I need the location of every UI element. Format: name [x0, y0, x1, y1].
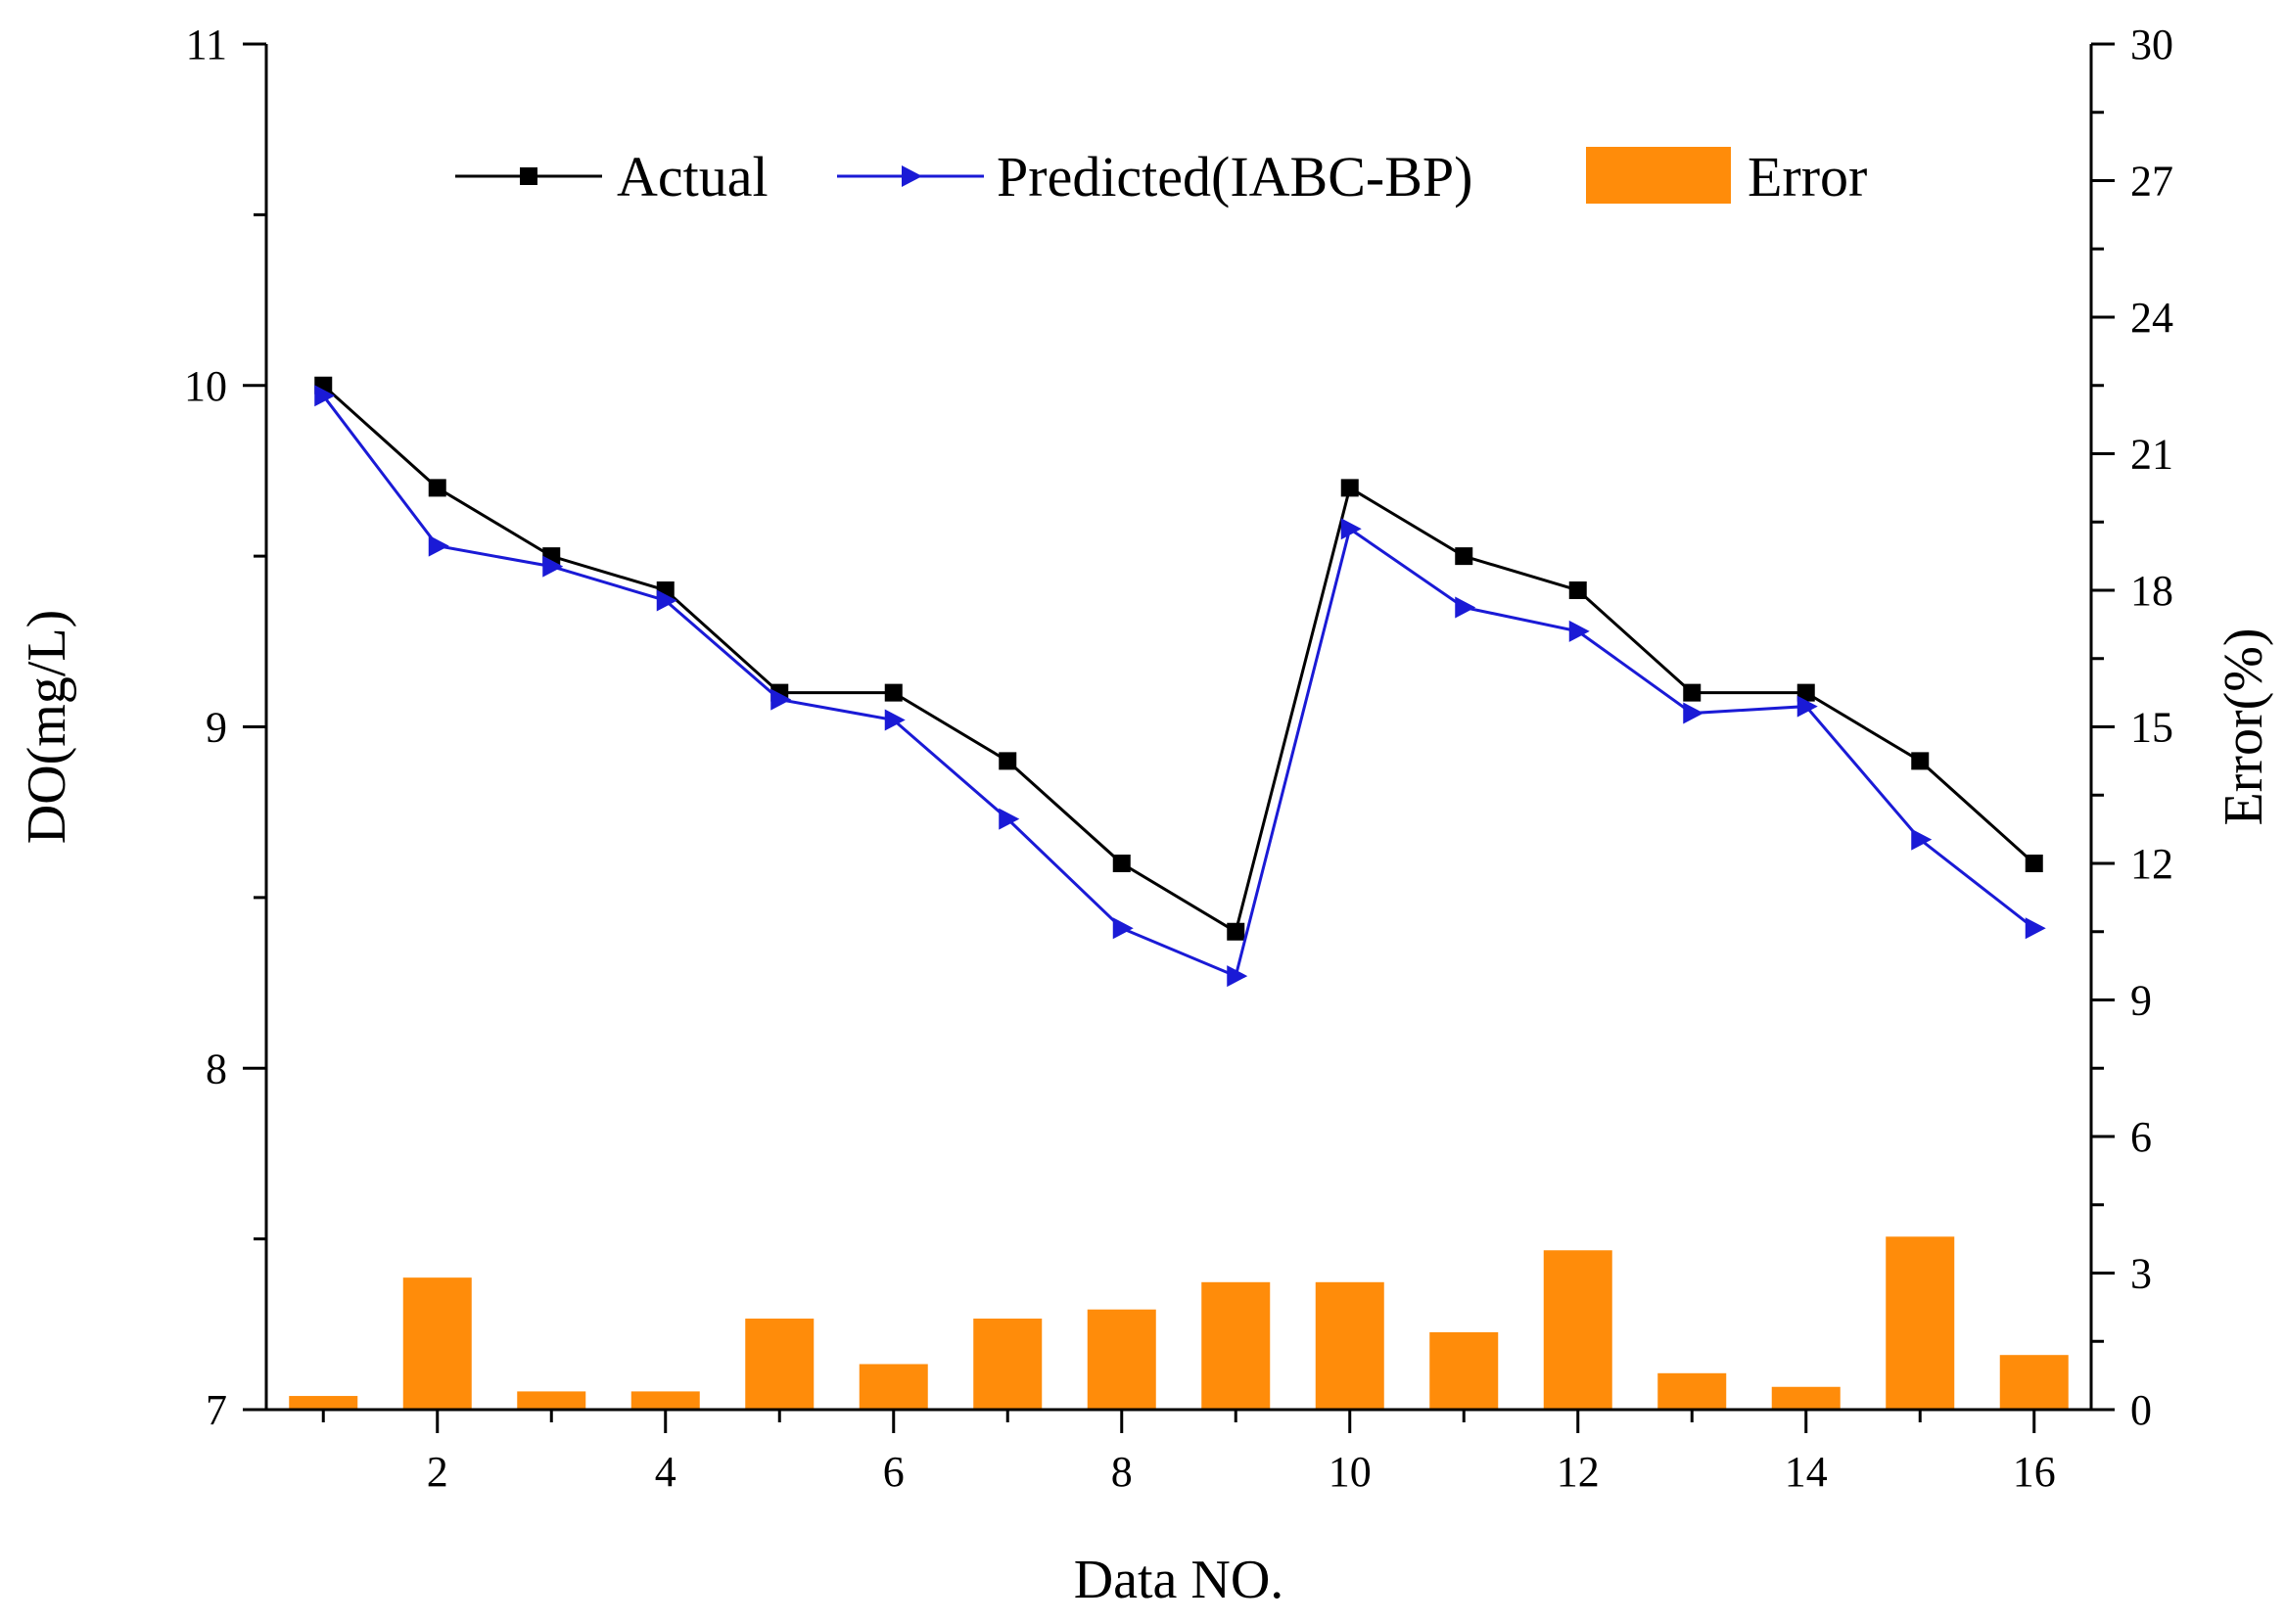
actual-point: [1796, 683, 1815, 702]
predicted-point: [656, 589, 677, 612]
actual-point: [1227, 922, 1245, 941]
y-right-tick-label: 12: [2130, 840, 2173, 888]
y-left-tick-label: 10: [184, 362, 227, 410]
y-right-tick-label: 0: [2130, 1386, 2152, 1434]
predicted-point: [999, 808, 1020, 830]
predicted-point: [1340, 518, 1362, 540]
series-line-actual: [322, 384, 2035, 935]
predicted-point: [542, 555, 564, 578]
legend-error-swatch: [1586, 147, 1731, 204]
error-bar: [289, 1396, 358, 1410]
x-tick-label: 6: [883, 1448, 905, 1496]
x-axis-title: Data NO.: [1074, 1550, 1284, 1610]
legend-actual-marker: [520, 167, 537, 185]
actual-point: [1340, 479, 1359, 497]
x-tick-label: 8: [1111, 1448, 1133, 1496]
predicted-point: [884, 709, 906, 731]
y-left-tick-label: 11: [186, 21, 227, 69]
predicted-point: [1683, 702, 1704, 724]
predicted-point: [2025, 917, 2046, 940]
y-right-tick-label: 6: [2130, 1113, 2152, 1161]
error-bar: [1999, 1355, 2069, 1410]
actual-point: [1911, 752, 1930, 770]
error-bar: [1886, 1236, 1955, 1410]
y-right-tick-label: 27: [2130, 158, 2173, 206]
x-tick-label: 10: [1329, 1448, 1372, 1496]
error-bar: [745, 1319, 815, 1410]
error-bar: [1315, 1281, 1384, 1410]
y-right-tick-label: 9: [2130, 977, 2152, 1025]
actual-point: [2025, 855, 2043, 872]
error-bar: [630, 1391, 700, 1410]
actual-point: [1683, 683, 1702, 702]
legend: Actual Predicted(IABC-BP) Error: [455, 145, 1867, 209]
error-bar: [1771, 1386, 1841, 1410]
y-right-tick-label: 15: [2130, 704, 2173, 752]
x-tick-label: 12: [1557, 1448, 1600, 1496]
error-bar: [1087, 1309, 1156, 1410]
y-right-tick-label: 18: [2130, 567, 2173, 615]
legend-predicted-label: Predicted(IABC-BP): [997, 145, 1473, 209]
y-right-tick-label: 24: [2130, 294, 2173, 342]
error-bar: [1429, 1331, 1499, 1410]
error-bar: [1657, 1372, 1727, 1410]
y-right-tick-label: 3: [2130, 1250, 2152, 1298]
error-bar: [859, 1364, 928, 1410]
error-bars: [289, 1236, 2069, 1410]
actual-point: [1455, 547, 1473, 566]
actual-point: [1568, 581, 1587, 599]
predicted-point: [1455, 596, 1476, 619]
x-tick-label: 16: [2013, 1448, 2056, 1496]
x-tick-label: 4: [655, 1448, 676, 1496]
actual-point: [1112, 855, 1131, 872]
error-bar: [1543, 1250, 1612, 1410]
x-tick-label: 14: [1785, 1448, 1828, 1496]
legend-error-label: Error: [1748, 145, 1867, 209]
x-tick-label: 2: [427, 1448, 448, 1496]
predicted-point: [428, 534, 449, 557]
predicted-point: [1227, 965, 1248, 988]
y-right-tick-label: 21: [2130, 431, 2173, 479]
error-bar: [402, 1277, 472, 1410]
predicted-point: [1911, 828, 1933, 851]
series-line-predicted-iabc-bp-: [322, 394, 2035, 979]
predicted-point: [1112, 917, 1134, 940]
legend-actual-label: Actual: [617, 145, 769, 209]
y-axis-right-title: Error(%): [2214, 627, 2274, 825]
error-bar: [973, 1319, 1043, 1410]
predicted-point: [1568, 620, 1590, 642]
legend-predicted-marker: [902, 165, 922, 187]
predicted-point: [770, 688, 792, 711]
y-left-tick-label: 7: [206, 1386, 227, 1434]
actual-point: [884, 683, 903, 702]
y-left-tick-label: 8: [206, 1044, 227, 1092]
y-right-tick-label: 30: [2130, 21, 2173, 69]
actual-point: [428, 479, 446, 497]
error-bar: [1201, 1281, 1271, 1410]
line-series: [314, 376, 2046, 988]
predicted-point: [314, 385, 336, 407]
actual-point: [999, 752, 1017, 770]
error-bar: [517, 1391, 586, 1410]
predicted-point: [1796, 695, 1818, 718]
y-axis-left-title: DO(mg/L): [17, 610, 77, 845]
y-left-tick-label: 9: [206, 704, 227, 752]
